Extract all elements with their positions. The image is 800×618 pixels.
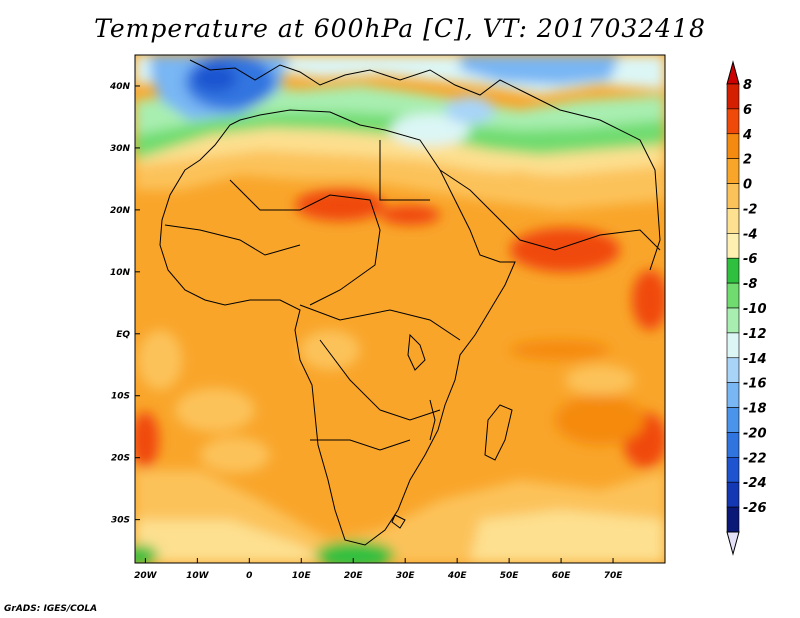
x-tick-label: 10E xyxy=(292,571,312,581)
colorbar-top-arrow xyxy=(726,60,740,85)
colorbar-segment xyxy=(726,432,740,458)
x-tick-label: 40E xyxy=(447,571,468,581)
colorbar-segment xyxy=(726,158,740,184)
colorbar-label: -22 xyxy=(743,451,767,466)
grads-credit: GrADS: IGES/COLA xyxy=(4,604,98,614)
colorbar-segment xyxy=(726,506,740,533)
colorbar-label: -14 xyxy=(743,352,767,367)
colorbar-bottom-arrow xyxy=(726,531,740,556)
colorbar-label: -20 xyxy=(743,426,767,441)
colorbar-label: -26 xyxy=(743,501,767,516)
colorbar-segment xyxy=(726,183,740,209)
colorbar-segment xyxy=(726,108,740,135)
y-tick-label: 20N xyxy=(110,206,131,216)
colorbar-label: 0 xyxy=(743,178,752,193)
latitude-axis: 40N 30N 20N 10N EQ 10S 20S 30S xyxy=(109,82,140,526)
y-tick-label: 40N xyxy=(109,82,131,92)
colorbar-label: 2 xyxy=(743,153,752,168)
y-tick-label: 20S xyxy=(111,454,130,464)
colorbar-label: -6 xyxy=(743,252,757,267)
x-tick-label: 20E xyxy=(344,571,364,581)
colorbar-label: -2 xyxy=(743,202,757,217)
coastlines xyxy=(159,59,661,546)
temperature-field xyxy=(135,55,665,563)
x-tick-label: 60E xyxy=(552,571,572,581)
x-tick-label: 50E xyxy=(500,571,520,581)
colorbar-segment xyxy=(726,332,740,359)
colorbar-label: -18 xyxy=(743,402,767,417)
colorbar-label: -10 xyxy=(743,302,767,317)
colorbar-segment xyxy=(726,83,740,110)
y-tick-label: 30N xyxy=(110,144,131,154)
colorbar-segment xyxy=(726,407,740,433)
map-title: Temperature at 600hPa [C], VT: 201703241… xyxy=(94,14,706,43)
x-tick-label: 20W xyxy=(134,571,158,581)
colorbar-segment xyxy=(726,282,740,309)
colorbar-label: -8 xyxy=(743,277,757,292)
x-tick-label: 70E xyxy=(604,571,624,581)
y-tick-label: EQ xyxy=(116,330,130,340)
colorbar-segment xyxy=(726,208,740,234)
colorbar-segment xyxy=(726,481,740,508)
colorbar-segment xyxy=(726,257,740,284)
y-tick-label: 30S xyxy=(111,516,130,526)
colorbar-label: 4 xyxy=(742,128,752,143)
x-tick-label: 10W xyxy=(186,571,210,581)
colorbar: 8 6 4 2 0 -2 -4 -6 -8 -10 -12 -14 -16 -18 -20 -22 -24 -26 xyxy=(726,60,767,556)
colorbar-segment xyxy=(726,382,740,408)
colorbar-label: -12 xyxy=(743,327,767,342)
colorbar-label: 6 xyxy=(743,103,752,118)
colorbar-label: -4 xyxy=(743,227,757,242)
colorbar-segment xyxy=(726,457,740,483)
y-tick-label: 10S xyxy=(111,392,130,402)
longitude-axis: 20W 10W 0 10E 20E 30E 40E 50E 60E 70E xyxy=(134,558,623,581)
colorbar-label: -16 xyxy=(743,377,767,392)
colorbar-segment xyxy=(726,233,740,259)
plot-frame xyxy=(134,54,666,564)
y-tick-label: 10N xyxy=(110,268,131,278)
colorbar-segment xyxy=(726,133,740,159)
colorbar-label: -24 xyxy=(743,476,767,491)
x-tick-label: 0 xyxy=(246,571,252,581)
colorbar-label: 8 xyxy=(743,78,752,93)
colorbar-segment xyxy=(726,307,740,334)
x-tick-label: 30E xyxy=(396,571,416,581)
colorbar-segment xyxy=(726,357,740,383)
